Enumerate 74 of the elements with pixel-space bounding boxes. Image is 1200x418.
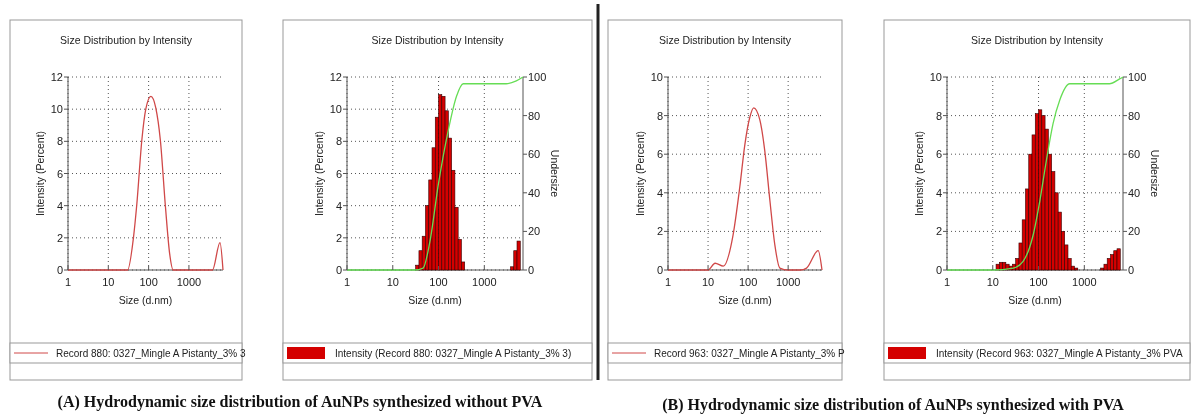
x-tick-label: 10 bbox=[102, 276, 115, 288]
y-tick-label: 10 bbox=[50, 103, 63, 116]
y-tick-label: 2 bbox=[656, 225, 663, 238]
legend-label: Record 880: 0327_Mingle A Pistanty_3% 3 bbox=[56, 348, 247, 359]
chart-title: Size Distribution by Intensity bbox=[60, 34, 193, 46]
y-tick-label: 6 bbox=[335, 167, 342, 180]
legend-label: Intensity (Record 880: 0327_Mingle A Pistanty_3% 3) bbox=[335, 348, 572, 359]
y-tick-label: 6 bbox=[656, 148, 663, 161]
chart-title: Size Distribution by Intensity bbox=[971, 34, 1104, 46]
y-tick-label: 8 bbox=[335, 135, 342, 148]
x-tick-label: 100 bbox=[738, 276, 758, 288]
y2-tick-label: 80 bbox=[1128, 109, 1141, 122]
y-tick-label: 2 bbox=[935, 225, 942, 238]
x-axis-title: Size (d.nm) bbox=[408, 294, 462, 306]
x-tick-label: 1000 bbox=[472, 276, 497, 288]
x-axis-title: Size (d.nm) bbox=[1008, 294, 1062, 306]
y2-tick-label: 20 bbox=[1128, 225, 1141, 238]
y-tick-label: 8 bbox=[935, 109, 942, 122]
y-tick-label: 12 bbox=[50, 71, 63, 83]
y-tick-label: 4 bbox=[335, 199, 342, 212]
x-tick-label: 1000 bbox=[775, 276, 801, 288]
y-axis-title: Intensity (Percent) bbox=[313, 130, 325, 217]
y-tick-label: 4 bbox=[56, 199, 63, 212]
y-tick-label: 6 bbox=[935, 148, 942, 161]
y-tick-label: 10 bbox=[929, 71, 942, 83]
x-tick-label: 100 bbox=[1029, 276, 1048, 288]
y-tick-label: 10 bbox=[329, 103, 342, 116]
y2-tick-label: 100 bbox=[1128, 71, 1147, 83]
y2-tick-label: 20 bbox=[528, 225, 541, 238]
y2-tick-label: 0 bbox=[528, 264, 535, 276]
x-axis-title: Size (d.nm) bbox=[118, 294, 173, 306]
y2-axis-title: Undersize bbox=[549, 149, 561, 198]
y-axis-title: Intensity (Percent) bbox=[913, 130, 925, 217]
y-tick-label: 8 bbox=[656, 109, 663, 122]
x-tick-label: 10 bbox=[701, 276, 715, 288]
x-tick-label: 1 bbox=[64, 276, 72, 288]
x-tick-label: 1 bbox=[343, 276, 351, 288]
y-tick-label: 4 bbox=[935, 186, 942, 199]
x-tick-label: 100 bbox=[139, 276, 158, 288]
y-tick-label: 4 bbox=[656, 186, 663, 199]
y2-tick-label: 0 bbox=[1128, 264, 1135, 276]
y2-tick-label: 80 bbox=[528, 109, 541, 122]
x-tick-label: 100 bbox=[429, 276, 448, 288]
legend-label: Record 963: 0327_Mingle A Pistanty_3% P bbox=[654, 348, 846, 359]
y-axis-title: Intensity (Percent) bbox=[34, 130, 46, 217]
x-tick-label: 1000 bbox=[176, 276, 202, 288]
y-tick-label: 0 bbox=[335, 264, 342, 276]
x-tick-label: 10 bbox=[986, 276, 999, 288]
text: (A) Hydrodynamic size distribution of AuNPs synthesized without PVA bbox=[57, 393, 543, 411]
x-tick-label: 1 bbox=[943, 276, 951, 288]
y-tick-label: 0 bbox=[656, 264, 663, 276]
legend-label: Intensity (Record 963: 0327_Mingle A Pistanty_3% PVA bbox=[936, 348, 1183, 359]
y-axis-title: Intensity (Percent) bbox=[634, 130, 646, 217]
x-tick-label: 1 bbox=[664, 276, 672, 288]
y-tick-label: 6 bbox=[56, 167, 63, 180]
y-tick-label: 12 bbox=[329, 71, 342, 83]
y-tick-label: 2 bbox=[56, 231, 63, 244]
x-tick-label: 10 bbox=[386, 276, 399, 288]
y-tick-label: 8 bbox=[56, 135, 63, 148]
chart-title: Size Distribution by Intensity bbox=[659, 34, 792, 46]
y-tick-label: 10 bbox=[650, 71, 663, 83]
y2-tick-label: 40 bbox=[528, 186, 541, 199]
y2-tick-label: 60 bbox=[528, 148, 541, 161]
text: (B) Hydrodynamic size distribution of AuNPs synthesized with PVA bbox=[662, 396, 1125, 414]
y2-tick-label: 40 bbox=[1128, 186, 1141, 199]
chart-title: Size Distribution by Intensity bbox=[371, 34, 505, 46]
y2-axis-title: Undersize bbox=[1149, 149, 1161, 198]
x-axis-title: Size (d.nm) bbox=[718, 294, 772, 306]
y-tick-label: 0 bbox=[56, 264, 63, 276]
y2-tick-label: 60 bbox=[1128, 148, 1141, 161]
y-tick-label: 0 bbox=[935, 264, 942, 276]
y2-tick-label: 100 bbox=[528, 71, 547, 83]
y-tick-label: 2 bbox=[335, 231, 342, 244]
x-tick-label: 1000 bbox=[1072, 276, 1097, 288]
